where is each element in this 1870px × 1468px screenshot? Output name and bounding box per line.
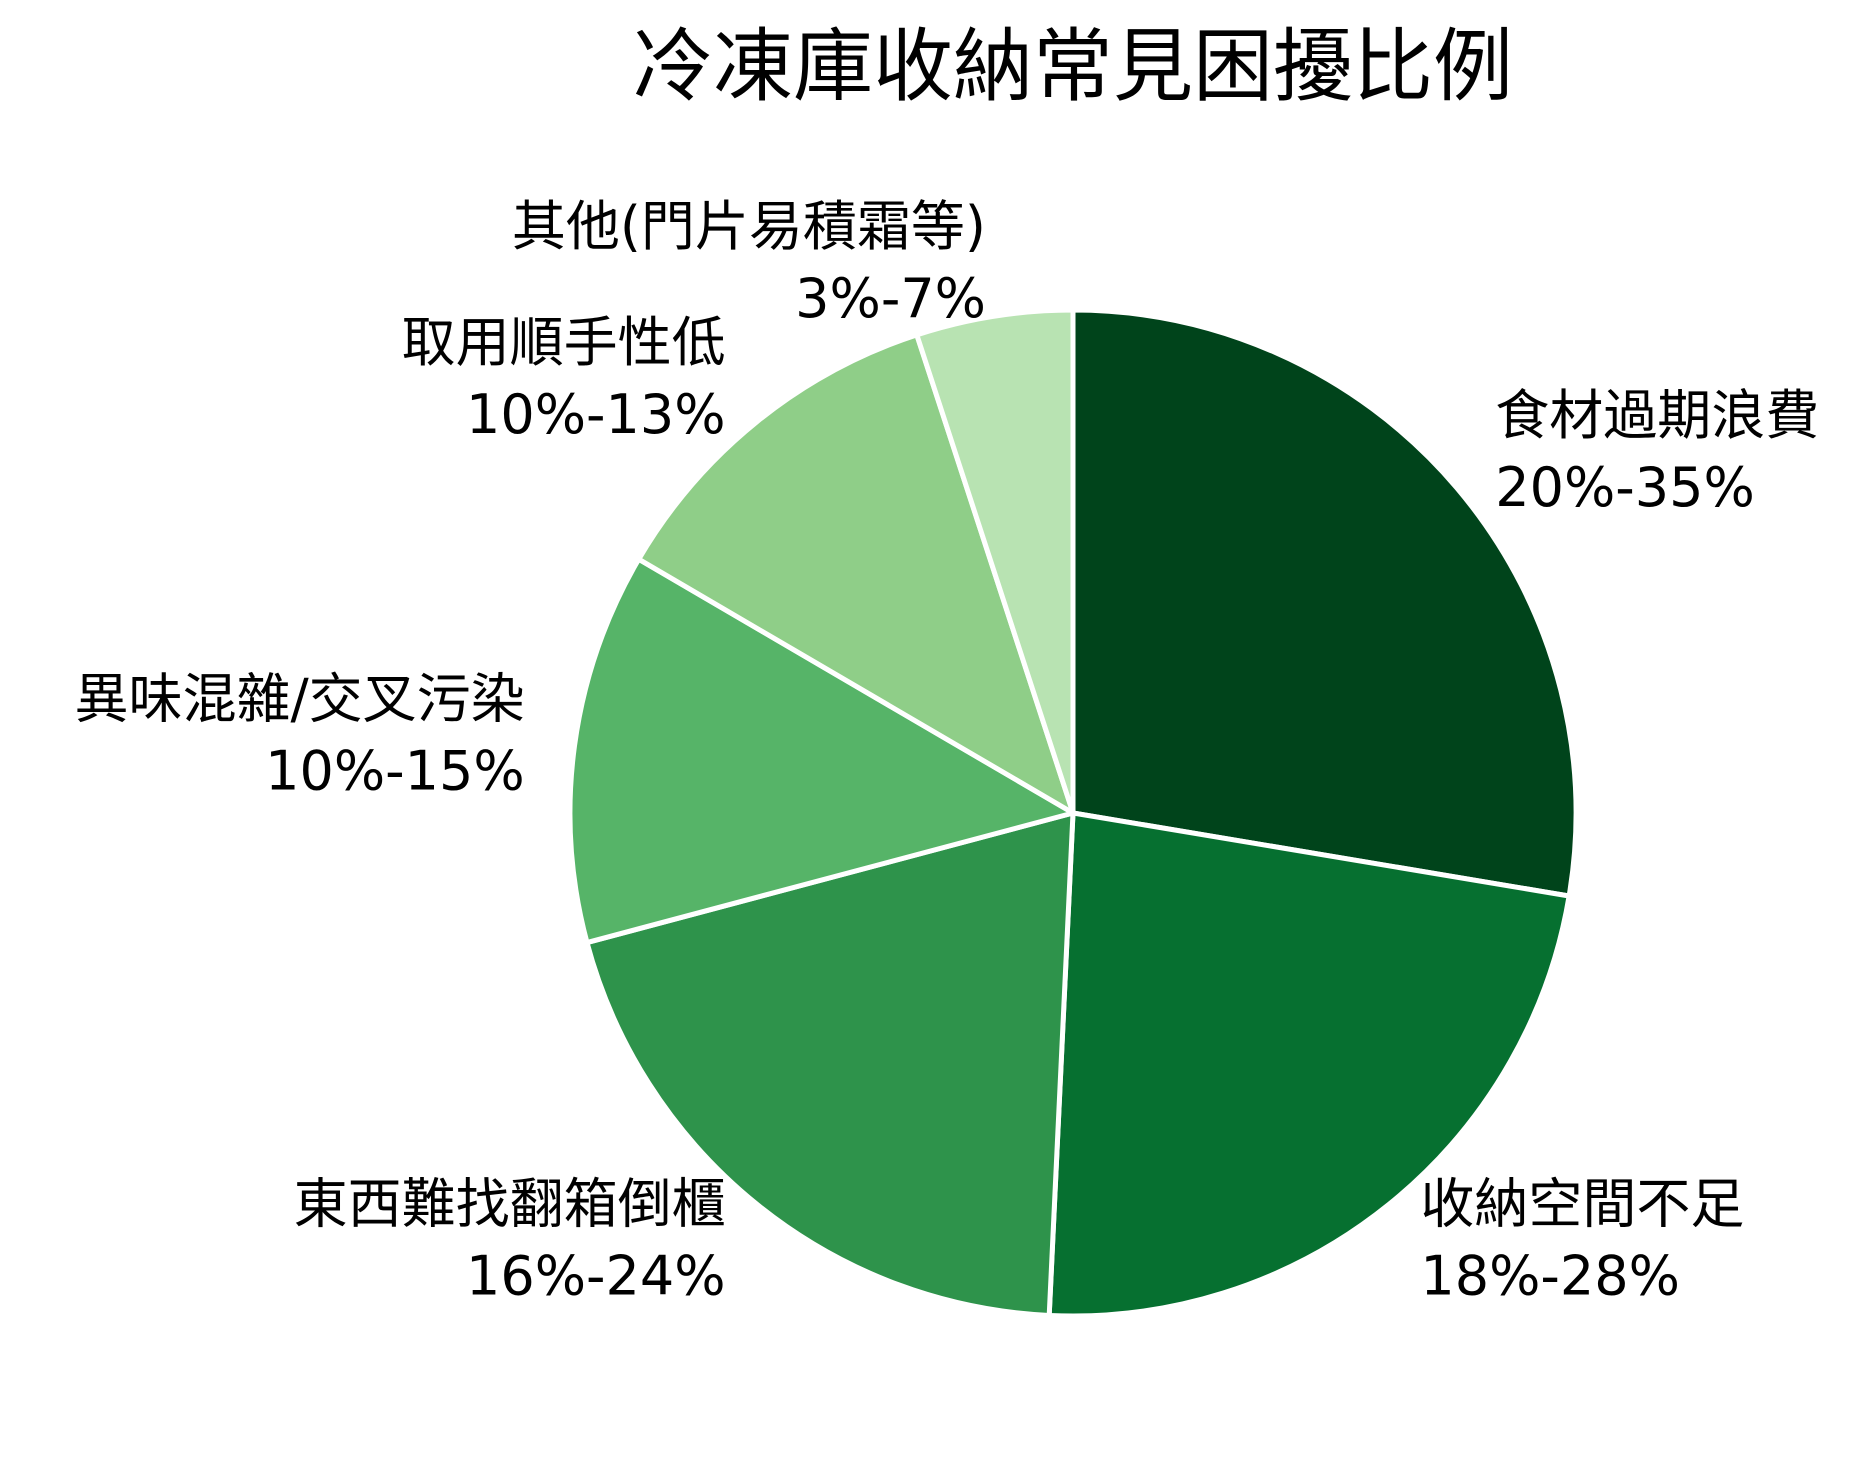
slice-label: 食材過期浪費 (1495, 384, 1819, 447)
slice-range: 10%-13% (466, 383, 726, 446)
slice-label: 其他(門片易積霜等) (512, 195, 986, 258)
pie-labels: 食材過期浪費 20%-35% 收納空間不足 18%-28% 東西難找翻箱倒櫃 16%-24… (74, 195, 1819, 1307)
pie-slice (1046, 810, 1572, 1319)
slice-range: 3%-7% (795, 267, 986, 330)
slice-range: 16%-24% (466, 1244, 726, 1307)
pie-slice (636, 332, 1076, 816)
pie-slice (1070, 307, 1579, 899)
slice-label: 取用順手性低 (402, 311, 726, 374)
slice-label: 異味混雜/交叉污染 (74, 668, 524, 731)
pie-slice (914, 307, 1076, 816)
slice-range: 10%-15% (265, 740, 525, 803)
chart-title: 冷凍庫收納常見困擾比例 (633, 20, 1513, 113)
slice-range: 20%-35% (1495, 456, 1755, 519)
pie-wedges (567, 307, 1579, 1319)
pie-slice (584, 810, 1076, 1318)
slice-range: 18%-28% (1420, 1244, 1680, 1307)
pie-slice (567, 556, 1076, 946)
slice-label: 收納空間不足 (1420, 1172, 1744, 1235)
slice-label: 東西難找翻箱倒櫃 (294, 1172, 726, 1235)
